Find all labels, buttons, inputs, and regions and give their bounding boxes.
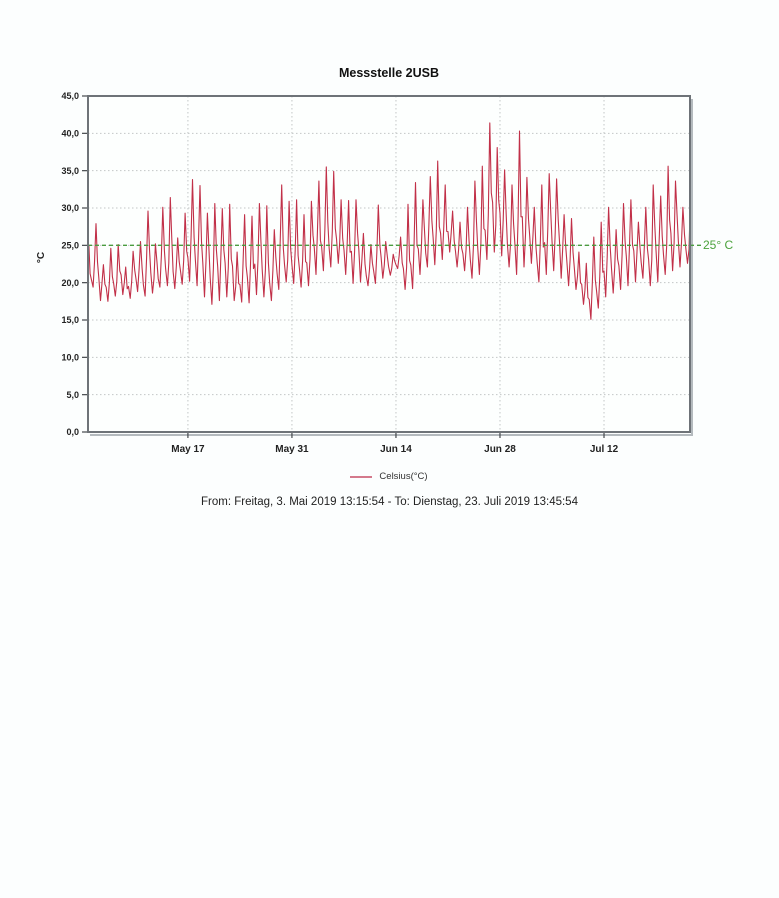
chart-title: Messstelle 2USB — [338, 66, 440, 80]
svg-text:0,0: 0,0 — [66, 427, 79, 437]
svg-text:Jun 28: Jun 28 — [484, 444, 516, 455]
temperature-line-chart: 0,0 5,0 10,0 15,0 20,0 25,0 30,0 35,0 40,0 45,0 Ma… — [61, 91, 702, 455]
svg-text:45,0: 45,0 — [61, 91, 79, 101]
svg-text:May 31: May 31 — [275, 444, 309, 455]
svg-text:25,0: 25,0 — [61, 241, 79, 251]
threshold-25c-label: 25° C — [703, 238, 734, 252]
svg-text:May 17: May 17 — [171, 444, 205, 455]
svg-text:30,0: 30,0 — [61, 203, 79, 213]
svg-text:5,0: 5,0 — [66, 390, 79, 400]
time-range-caption: From: Freitag, 3. Mai 2019 13:15:54 - To… — [201, 496, 578, 508]
svg-text:Jun 14: Jun 14 — [380, 444, 412, 455]
chart-legend: Celsius(°C) — [88, 471, 690, 482]
svg-text:20,0: 20,0 — [61, 278, 79, 288]
svg-text:40,0: 40,0 — [61, 129, 79, 139]
svg-text:Jul 12: Jul 12 — [590, 444, 619, 455]
legend-series-label: Celsius(°C) — [379, 471, 428, 482]
svg-text:10,0: 10,0 — [61, 353, 79, 363]
legend-line-sample — [350, 475, 373, 478]
svg-text:15,0: 15,0 — [61, 315, 79, 325]
svg-text:35,0: 35,0 — [61, 166, 79, 176]
